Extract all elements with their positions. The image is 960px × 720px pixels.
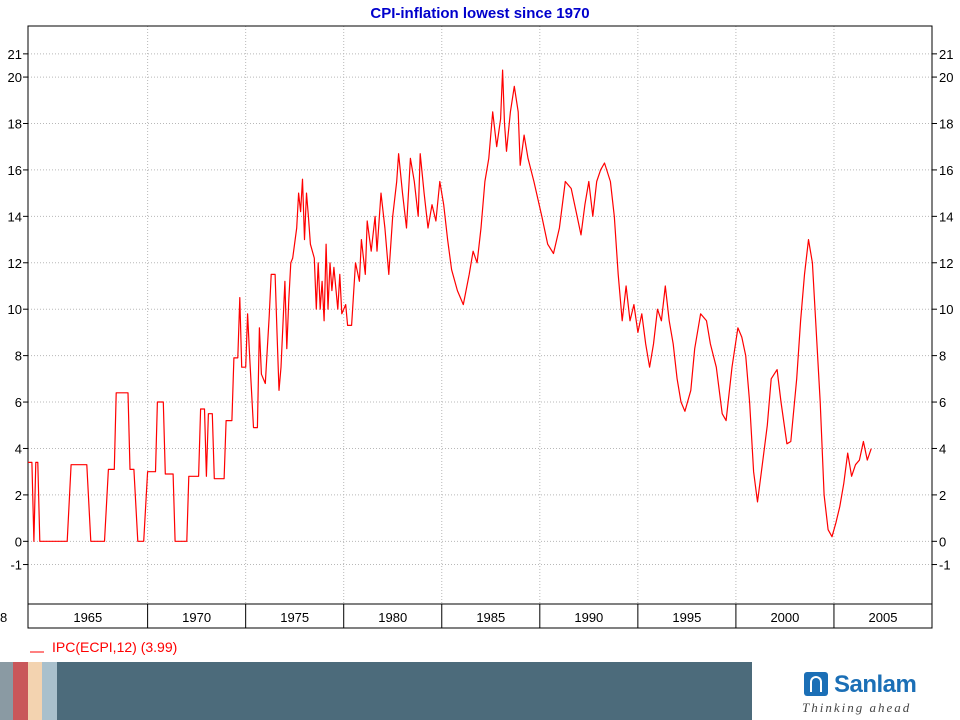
y-axis-left: -1 0 2 4 6 8 10 12 14 16 18 20 21 bbox=[8, 47, 28, 573]
y-tick-label: 20 bbox=[939, 70, 953, 85]
footer-stripe bbox=[13, 662, 28, 720]
footer-stripe bbox=[0, 662, 13, 720]
y-tick-label: 18 bbox=[8, 116, 22, 131]
cpi-inflation-chart: CPI-inflation lowest since 1970 -1 0 2 4 6 8 1… bbox=[0, 5, 954, 655]
footer-bar bbox=[0, 662, 960, 720]
y-tick-label: 4 bbox=[939, 441, 946, 456]
y-tick-label: 16 bbox=[939, 163, 953, 178]
y-tick-label: -1 bbox=[939, 558, 951, 573]
y-tick-label: 18 bbox=[939, 116, 953, 131]
y-tick-label: 6 bbox=[939, 395, 946, 410]
legend-label: IPC(ECPI,12) (3.99) bbox=[52, 639, 177, 655]
y-tick-label: 12 bbox=[939, 256, 953, 271]
y-tick-label: 4 bbox=[15, 441, 22, 456]
y-axis-right: -1 0 2 4 6 8 10 12 14 16 18 20 21 bbox=[932, 47, 953, 573]
y-tick-label: 21 bbox=[8, 47, 22, 62]
y-tick-label: 21 bbox=[939, 47, 953, 62]
footer-stripe bbox=[42, 662, 57, 720]
chart-frame: CPI-inflation lowest since 1970 -1 0 2 4 6 8 1… bbox=[0, 5, 954, 655]
x-tick-label: 2000 bbox=[770, 610, 799, 625]
y-tick-label: 12 bbox=[8, 256, 22, 271]
chart-title: CPI-inflation lowest since 1970 bbox=[370, 5, 589, 22]
footer-stripe bbox=[28, 662, 42, 720]
legend: IPC(ECPI,12) (3.99) bbox=[30, 639, 177, 655]
x-tick-label: 1995 bbox=[672, 610, 701, 625]
x-axis: 1965 1970 1975 1980 1985 1990 1995 2000 2005 08 bbox=[0, 603, 933, 629]
series-line bbox=[28, 69, 872, 542]
x-tick-label: 2005 bbox=[869, 610, 898, 625]
x-tick-label: 1985 bbox=[476, 610, 505, 625]
grid-lines bbox=[28, 26, 932, 604]
y-tick-label: 10 bbox=[939, 302, 953, 317]
series-layer bbox=[28, 69, 872, 542]
footer-stripe bbox=[57, 662, 752, 720]
logo-tagline: Thinking ahead bbox=[802, 700, 912, 715]
y-tick-label: 2 bbox=[15, 488, 22, 503]
x-tick-label: 1970 bbox=[182, 610, 211, 625]
y-tick-label: 14 bbox=[8, 209, 22, 224]
x-tick-label: 1980 bbox=[378, 610, 407, 625]
x-axis-band bbox=[27, 603, 933, 629]
y-tick-label: 2 bbox=[939, 488, 946, 503]
x-tick-label: 1965 bbox=[73, 610, 102, 625]
y-tick-label: 20 bbox=[8, 70, 22, 85]
y-tick-label: 8 bbox=[939, 349, 946, 364]
y-tick-label: -1 bbox=[10, 558, 22, 573]
y-tick-label: 10 bbox=[8, 302, 22, 317]
logo-wordmark: Sanlam bbox=[834, 671, 917, 698]
y-tick-label: 6 bbox=[15, 395, 22, 410]
x-tick-label: 1990 bbox=[574, 610, 603, 625]
y-tick-label: 16 bbox=[8, 163, 22, 178]
sanlam-logo: Sanlam Thinking ahead bbox=[798, 668, 948, 716]
x-tick-label: 08 bbox=[0, 610, 7, 625]
sanlam-shield-icon bbox=[804, 672, 828, 696]
y-tick-label: 8 bbox=[15, 349, 22, 364]
y-tick-label: 14 bbox=[939, 209, 953, 224]
x-tick-label: 1975 bbox=[280, 610, 309, 625]
y-tick-label: 0 bbox=[939, 534, 946, 549]
y-tick-label: 0 bbox=[15, 534, 22, 549]
